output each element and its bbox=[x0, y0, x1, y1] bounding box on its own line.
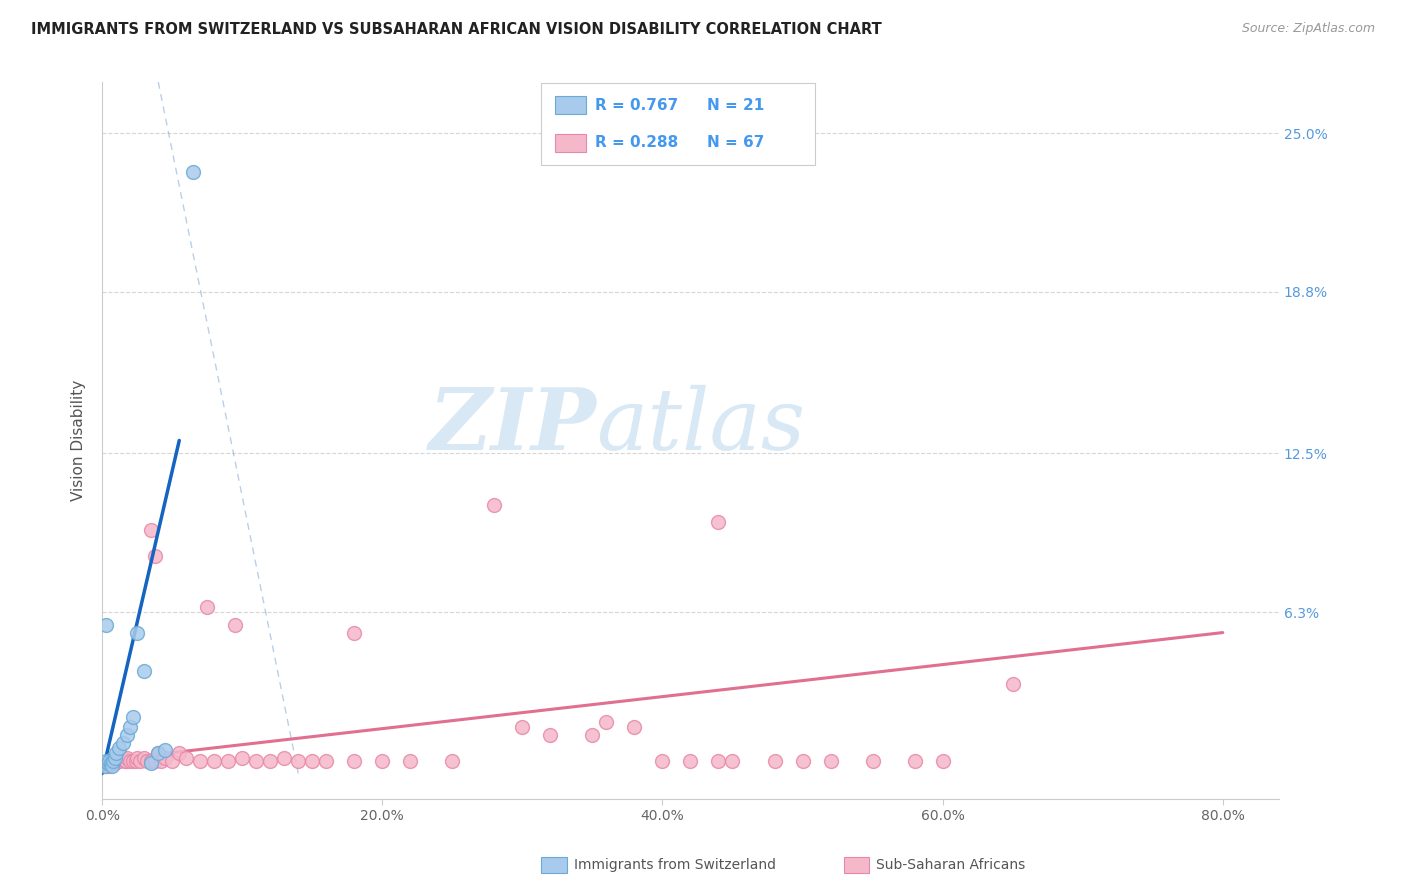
Point bbox=[127, 625, 149, 640]
Point bbox=[105, 754, 128, 768]
Point bbox=[224, 618, 246, 632]
Text: R = 0.288: R = 0.288 bbox=[595, 136, 678, 150]
Point bbox=[862, 754, 884, 768]
Point bbox=[538, 728, 561, 742]
Point bbox=[96, 618, 118, 632]
Point bbox=[707, 754, 730, 768]
Point bbox=[162, 754, 184, 768]
Point bbox=[343, 625, 366, 640]
Text: atlas: atlas bbox=[596, 384, 806, 467]
Point bbox=[141, 754, 163, 768]
Point bbox=[231, 751, 253, 765]
Point bbox=[707, 516, 730, 530]
Point bbox=[112, 736, 135, 750]
Point bbox=[441, 754, 464, 768]
Point bbox=[125, 754, 148, 768]
Point bbox=[188, 754, 211, 768]
Point bbox=[595, 715, 617, 730]
Point bbox=[117, 751, 139, 765]
Text: Immigrants from Switzerland: Immigrants from Switzerland bbox=[574, 858, 776, 872]
Text: Source: ZipAtlas.com: Source: ZipAtlas.com bbox=[1241, 22, 1375, 36]
Point bbox=[141, 523, 163, 537]
Point bbox=[931, 754, 953, 768]
Point bbox=[101, 758, 124, 772]
Point bbox=[287, 754, 309, 768]
Point bbox=[721, 754, 744, 768]
Point bbox=[134, 664, 156, 678]
Point bbox=[623, 720, 645, 734]
Point bbox=[245, 754, 267, 768]
Point bbox=[167, 746, 190, 760]
Point bbox=[512, 720, 534, 734]
Point bbox=[112, 751, 135, 765]
Point bbox=[122, 710, 145, 724]
Text: R = 0.767: R = 0.767 bbox=[595, 98, 678, 112]
Text: N = 21: N = 21 bbox=[707, 98, 765, 112]
Point bbox=[343, 754, 366, 768]
Point bbox=[1001, 677, 1024, 691]
Y-axis label: Vision Disability: Vision Disability bbox=[72, 380, 86, 501]
Point bbox=[202, 754, 225, 768]
Point bbox=[484, 498, 506, 512]
Point bbox=[104, 756, 127, 771]
Point bbox=[96, 754, 118, 768]
Text: N = 67: N = 67 bbox=[707, 136, 765, 150]
Point bbox=[148, 746, 170, 760]
Point bbox=[148, 746, 170, 760]
Point bbox=[181, 164, 204, 178]
Point bbox=[122, 754, 145, 768]
Point bbox=[763, 754, 786, 768]
Point bbox=[108, 754, 131, 768]
Point bbox=[110, 751, 132, 765]
Point bbox=[134, 751, 156, 765]
Point bbox=[145, 754, 167, 768]
Point bbox=[792, 754, 814, 768]
Text: IMMIGRANTS FROM SWITZERLAND VS SUBSAHARAN AFRICAN VISION DISABILITY CORRELATION : IMMIGRANTS FROM SWITZERLAND VS SUBSAHARA… bbox=[31, 22, 882, 37]
Point bbox=[108, 740, 131, 755]
Point bbox=[651, 754, 673, 768]
Point bbox=[98, 754, 121, 768]
Point bbox=[127, 751, 149, 765]
Text: Sub-Saharan Africans: Sub-Saharan Africans bbox=[876, 858, 1025, 872]
Point bbox=[120, 754, 142, 768]
Point bbox=[104, 751, 127, 765]
Point bbox=[103, 754, 125, 768]
Point bbox=[174, 751, 197, 765]
Point bbox=[97, 756, 120, 771]
Point bbox=[273, 751, 295, 765]
Point bbox=[97, 756, 120, 771]
Point bbox=[150, 754, 173, 768]
Point bbox=[315, 754, 337, 768]
Point bbox=[98, 758, 121, 772]
Point bbox=[96, 758, 118, 772]
Point bbox=[259, 754, 281, 768]
Point bbox=[129, 754, 152, 768]
Point bbox=[107, 754, 129, 768]
Point bbox=[903, 754, 925, 768]
Point bbox=[94, 758, 117, 772]
Point bbox=[141, 756, 163, 771]
Point bbox=[100, 756, 122, 771]
Point bbox=[820, 754, 842, 768]
Text: ZIP: ZIP bbox=[429, 384, 596, 468]
Point bbox=[371, 754, 394, 768]
Point bbox=[103, 754, 125, 768]
Point bbox=[100, 756, 122, 771]
Point bbox=[155, 751, 177, 765]
Point bbox=[145, 549, 167, 563]
Point bbox=[115, 754, 138, 768]
Point bbox=[195, 599, 218, 614]
Point bbox=[136, 754, 159, 768]
Point bbox=[101, 756, 124, 771]
Point bbox=[120, 720, 142, 734]
Point bbox=[217, 754, 239, 768]
Point bbox=[679, 754, 702, 768]
Point bbox=[114, 754, 136, 768]
Point bbox=[117, 728, 139, 742]
Point bbox=[301, 754, 323, 768]
Point bbox=[155, 743, 177, 757]
Point bbox=[399, 754, 422, 768]
Point bbox=[581, 728, 603, 742]
Point bbox=[105, 746, 128, 760]
